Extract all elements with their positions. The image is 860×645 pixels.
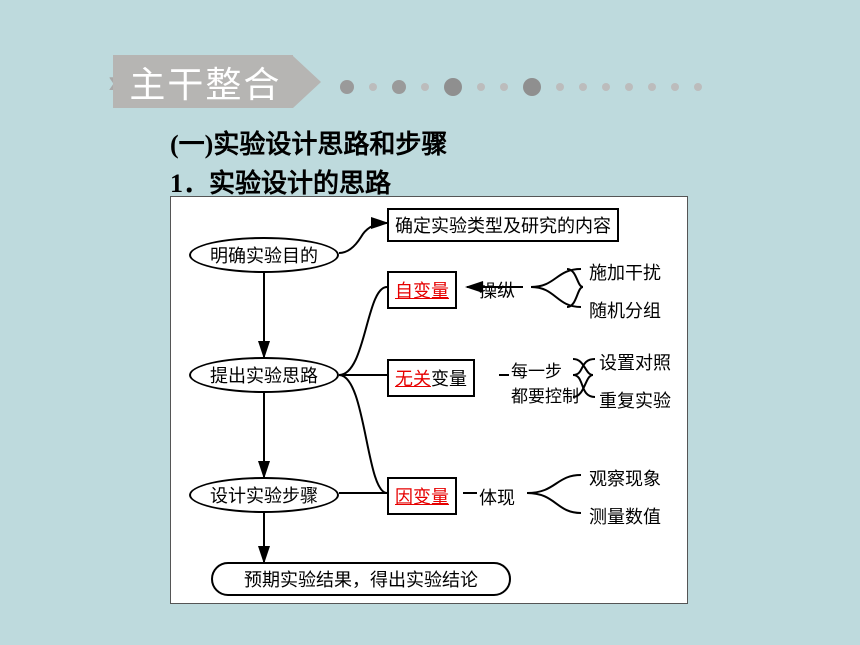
node-oval-1: 明确实验目的 [189, 237, 339, 273]
dot-icon [602, 83, 610, 91]
mid-label-2b: 都要控制 [511, 382, 579, 407]
dot-icon [340, 80, 354, 94]
node-oval-3: 设计实验步骤 [189, 477, 339, 513]
mid-label-2a: 每一步 [511, 357, 562, 382]
node-rect-top-label: 确定实验类型及研究的内容 [395, 212, 611, 238]
dot-icon [477, 83, 485, 91]
header-band: ›› 主干整合 [108, 55, 321, 108]
var-box-2-black: 变量 [431, 365, 467, 391]
node-oval-2-label: 提出实验思路 [210, 362, 318, 388]
var-box-3-red: 因变量 [395, 483, 449, 509]
dot-icon [444, 78, 462, 96]
node-rect-top: 确定实验类型及研究的内容 [387, 208, 619, 242]
var-box-2: 无关变量 [387, 359, 475, 397]
dot-icon [625, 83, 633, 91]
mid-label-3: 体现 [479, 484, 515, 510]
node-oval-bottom-label: 预期实验结果，得出实验结论 [244, 566, 478, 592]
flowchart-diagram: 明确实验目的 提出实验思路 设计实验步骤 确定实验类型及研究的内容 自变量 无关… [170, 196, 688, 604]
banner-text: 主干整合 [113, 55, 293, 108]
dot-icon [392, 80, 406, 94]
dot-icon [523, 78, 541, 96]
dot-icon [421, 83, 429, 91]
heading-line-1: (一)实验设计思路和步骤 [170, 124, 447, 161]
var-box-1: 自变量 [387, 271, 457, 309]
dot-icon [671, 83, 679, 91]
node-oval-1-label: 明确实验目的 [210, 242, 318, 268]
node-oval-bottom: 预期实验结果，得出实验结论 [211, 562, 511, 596]
dot-icon [648, 83, 656, 91]
right-label-2b: 重复实验 [599, 387, 671, 413]
banner-arrow-icon [293, 56, 321, 108]
node-oval-2: 提出实验思路 [189, 357, 339, 393]
var-box-1-red: 自变量 [395, 277, 449, 303]
right-label-2a: 设置对照 [599, 349, 671, 375]
banner: 主干整合 [113, 55, 321, 108]
dot-icon [556, 83, 564, 91]
mid-label-1: 操纵 [479, 277, 515, 303]
var-box-3: 因变量 [387, 477, 457, 515]
chevron-icon: ›› [108, 63, 109, 100]
dot-icon [369, 83, 377, 91]
right-label-1a: 施加干扰 [589, 259, 661, 285]
dot-icon [694, 83, 702, 91]
right-label-3a: 观察现象 [589, 465, 661, 491]
dot-icon [500, 83, 508, 91]
var-box-2-red: 无关 [395, 365, 431, 391]
heading-line-2: 1．实验设计的思路 [170, 163, 447, 200]
node-oval-3-label: 设计实验步骤 [210, 482, 318, 508]
dot-icon [579, 83, 587, 91]
right-label-3b: 测量数值 [589, 503, 661, 529]
decorative-dots [340, 78, 702, 96]
right-label-1b: 随机分组 [589, 297, 661, 323]
heading-area: (一)实验设计思路和步骤 1．实验设计的思路 [170, 124, 447, 200]
